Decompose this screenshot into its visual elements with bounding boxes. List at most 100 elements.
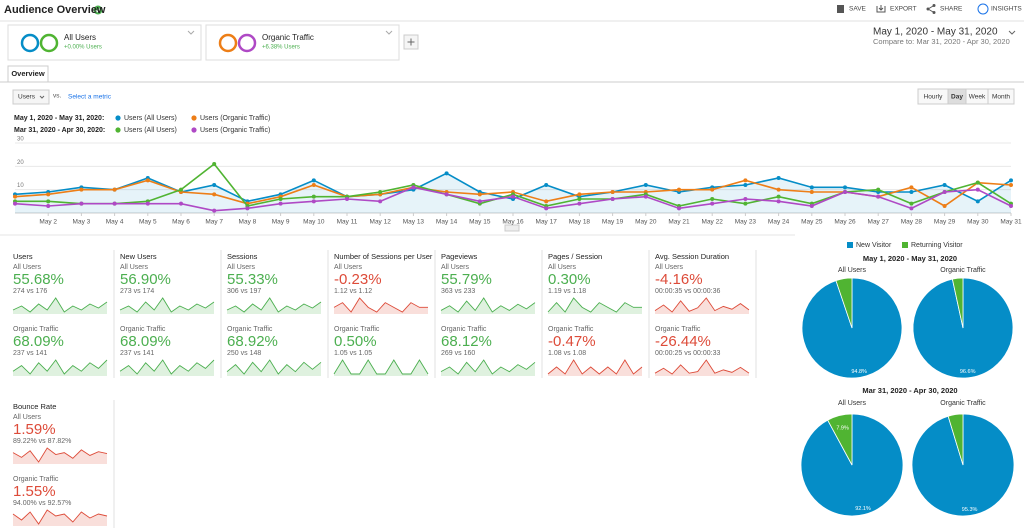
point	[411, 185, 416, 190]
sparkline	[226, 359, 322, 375]
segment-label: Organic Traffic	[120, 326, 166, 333]
x-tick-label: May 8	[239, 219, 257, 226]
metric-title: Number of Sessions per User	[334, 252, 433, 261]
point	[378, 199, 383, 204]
point	[378, 190, 383, 194]
pie-period: Mar 31, 2020 - Apr 30, 2020	[862, 386, 957, 395]
sparkline-area	[655, 360, 749, 376]
metric-title: New Users	[120, 252, 157, 261]
x-tick-label: May 2	[39, 219, 57, 226]
segment-label: All Users	[441, 264, 470, 271]
action[interactable]: SHARE	[940, 6, 963, 13]
y-tick-label: 20	[17, 160, 24, 166]
granularity-button[interactable]	[987, 88, 1015, 105]
date-dropdown[interactable]	[1008, 30, 1016, 35]
segment-card[interactable]	[205, 24, 400, 61]
point	[942, 190, 947, 194]
metric-title: Users	[13, 252, 33, 261]
segment-label: All Users	[548, 264, 577, 271]
sparkline	[440, 297, 536, 313]
point	[809, 185, 814, 190]
metric-value: 55.68%	[13, 271, 64, 288]
metric-value: 1.59%	[13, 421, 56, 438]
x-tick-label: May 25	[801, 219, 823, 226]
legend-swatch	[191, 127, 197, 133]
select-metric[interactable]: Select a metric	[68, 94, 112, 101]
x-tick-label: May 30	[967, 219, 989, 226]
date-range: May 1, 2020 - May 31, 2020	[873, 27, 998, 38]
metric-value: 56.90%	[120, 271, 171, 288]
point	[710, 201, 715, 206]
segment-label: All Users	[227, 264, 256, 271]
sparkline	[333, 297, 428, 313]
metric-value: 1.55%	[13, 483, 56, 500]
point	[245, 206, 250, 211]
dropdown-arrow	[39, 95, 45, 99]
share-icon[interactable]	[926, 4, 936, 14]
metric-value: -0.47%	[548, 333, 596, 350]
point	[743, 183, 748, 187]
pie-label: All Users	[838, 400, 867, 407]
point	[212, 183, 217, 187]
metric-dropdown[interactable]	[12, 89, 50, 105]
point	[909, 201, 914, 206]
segment-name: All Users	[64, 33, 96, 42]
point	[942, 204, 947, 208]
x-tick-label: May 7	[205, 219, 223, 226]
pie-slice	[951, 277, 964, 329]
point	[278, 197, 283, 201]
sparkline	[12, 359, 108, 375]
point	[776, 187, 781, 192]
y-tick-label: 30	[17, 137, 24, 143]
metric-value: 55.33%	[227, 271, 278, 288]
sparkline-area	[441, 298, 535, 314]
point	[909, 190, 914, 194]
x-tick-label: May 5	[139, 219, 157, 226]
tab[interactable]	[7, 65, 49, 83]
point	[809, 190, 814, 194]
add-segment[interactable]	[403, 34, 419, 50]
granularity-label[interactable]: Month	[992, 94, 1010, 101]
point	[212, 208, 217, 213]
x-tick-label: May 11	[337, 219, 358, 226]
metric-compare: 89.22% vs 87.82%	[13, 438, 71, 445]
slice-label: 7.9%	[836, 425, 849, 431]
point	[477, 192, 482, 197]
granularity-label[interactable]: Day	[951, 94, 963, 101]
slice-label: 92.1%	[855, 506, 871, 512]
metric-compare: 1.19 vs 1.18	[548, 288, 586, 295]
point	[544, 199, 549, 204]
sparkline-area	[13, 448, 107, 464]
save-icon[interactable]	[837, 5, 844, 13]
pie-slice	[835, 277, 853, 329]
x-tick-label: May 22	[702, 219, 724, 226]
point	[975, 187, 980, 192]
granularity-label[interactable]: Hourly	[924, 94, 944, 101]
insights-icon[interactable]	[977, 3, 989, 15]
point	[544, 206, 549, 211]
point	[311, 194, 316, 199]
metric-compare: 363 vs 233	[441, 288, 475, 295]
tab-label[interactable]: Overview	[11, 69, 45, 78]
segment-card[interactable]	[7, 24, 202, 61]
segment-label: Organic Traffic	[13, 476, 59, 483]
x-tick-label: May 26	[834, 219, 856, 226]
sparkline-area	[227, 298, 321, 314]
export-icon[interactable]	[876, 5, 886, 13]
legend-label: Users (All Users)	[124, 115, 177, 122]
sparkline	[654, 359, 750, 375]
point	[13, 194, 17, 199]
metric-compare: 237 vs 141	[13, 350, 47, 357]
point	[46, 192, 51, 197]
granularity-label[interactable]: Week	[969, 94, 986, 101]
chart-toggle[interactable]	[504, 224, 520, 232]
action[interactable]: EXPORT	[890, 6, 917, 13]
legend-label: Users (Organic Traffic)	[200, 115, 270, 122]
pie-slice	[947, 413, 964, 466]
x-tick-label: May 28	[901, 219, 923, 226]
metric-compare: 306 vs 197	[227, 288, 261, 295]
point	[643, 183, 648, 187]
action[interactable]: INSIGHTS	[991, 6, 1022, 13]
segment-label: All Users	[334, 264, 363, 271]
action[interactable]: SAVE	[849, 6, 867, 13]
